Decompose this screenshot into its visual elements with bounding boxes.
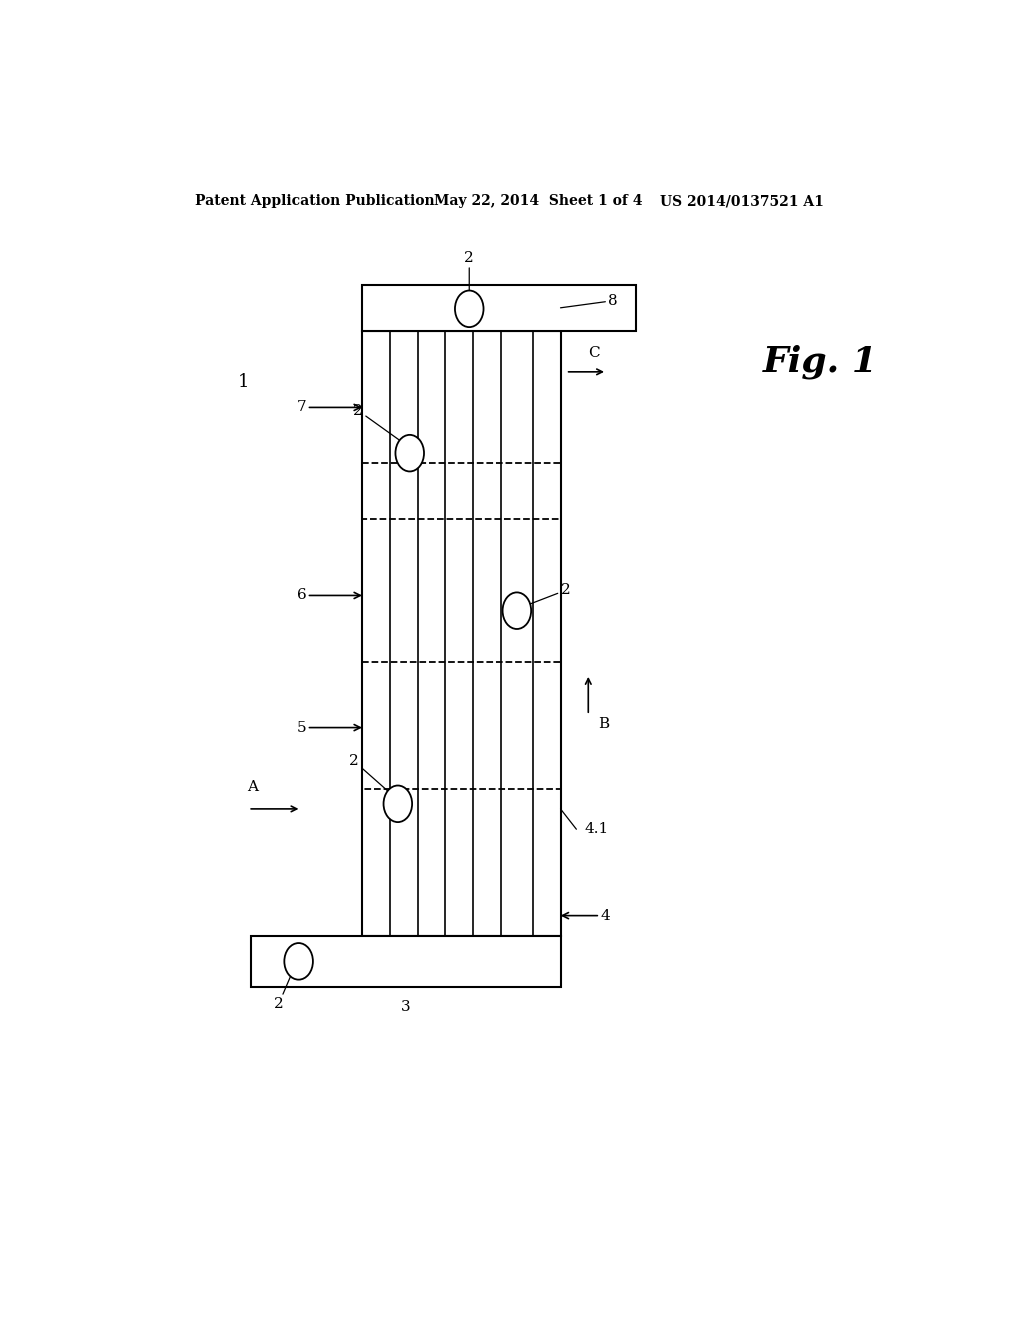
Text: 2: 2 — [349, 754, 388, 791]
Text: 6: 6 — [297, 589, 360, 602]
Text: C: C — [588, 346, 600, 359]
Circle shape — [384, 785, 412, 822]
Bar — [362, 519, 560, 661]
Text: 4: 4 — [562, 908, 610, 923]
Text: 8: 8 — [560, 293, 617, 308]
Text: 2: 2 — [273, 974, 292, 1011]
Circle shape — [455, 290, 483, 327]
Text: A: A — [247, 780, 258, 793]
Text: 2: 2 — [527, 583, 570, 605]
Text: 2: 2 — [353, 404, 399, 441]
Bar — [362, 331, 560, 936]
Text: 5: 5 — [297, 721, 360, 735]
Bar — [362, 285, 636, 331]
Text: May 22, 2014  Sheet 1 of 4: May 22, 2014 Sheet 1 of 4 — [433, 194, 642, 209]
Text: 4.1: 4.1 — [585, 822, 608, 837]
Bar — [362, 331, 560, 463]
Bar — [362, 788, 560, 936]
Text: 3: 3 — [401, 1001, 411, 1014]
Bar — [251, 936, 560, 987]
Circle shape — [503, 593, 531, 630]
Text: 2: 2 — [464, 251, 474, 290]
Text: 1: 1 — [238, 374, 249, 391]
Text: B: B — [598, 718, 609, 731]
Circle shape — [285, 942, 313, 979]
Text: US 2014/0137521 A1: US 2014/0137521 A1 — [659, 194, 823, 209]
Text: Patent Application Publication: Patent Application Publication — [196, 194, 435, 209]
Text: 7: 7 — [297, 400, 360, 414]
Text: Fig. 1: Fig. 1 — [763, 345, 878, 379]
Circle shape — [395, 434, 424, 471]
